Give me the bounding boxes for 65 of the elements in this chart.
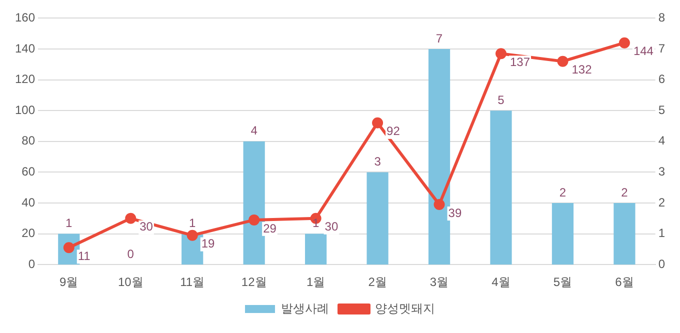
point [186,230,198,241]
point [618,37,630,48]
bar [428,49,450,265]
x-tick-label: 10월 [118,275,144,290]
data-label: 0 [127,246,134,261]
x-tick-label: 1월 [306,275,326,290]
y2-tick-label: 2 [658,195,666,210]
y-tick-label: 40 [22,195,36,210]
y-tick-label: 20 [22,226,36,240]
y2-tick-label: 7 [658,41,666,56]
x-tick-label: 6월 [615,275,634,290]
data-label: 19 [201,236,216,251]
y2-tick-label: 4 [658,134,666,148]
data-label: 2 [559,185,566,200]
y-tick-label: 160 [14,10,36,25]
data-label: 7 [436,31,443,46]
point [248,214,260,226]
bar [614,203,636,265]
y2-tick-label: 6 [658,72,666,86]
y2-tick-label: 1 [658,226,666,240]
data-label: 30 [324,220,338,234]
point [496,48,506,60]
data-label: 132 [572,62,592,77]
x-tick-label: 4월 [492,275,510,290]
y-tick-label: 140 [14,41,36,56]
data-label: 2 [621,185,628,200]
data-label: 1 [312,216,320,230]
point [125,212,136,224]
y2-tick-label: 3 [658,164,666,179]
data-label: 1 [66,216,73,230]
y-tick-label: 100 [14,102,36,117]
data-label: 4 [250,124,258,138]
x-tick-label: 2월 [368,275,387,290]
data-label: 29 [263,221,277,236]
data-label: 137 [510,54,530,69]
point [434,199,445,210]
legend-label: 발생사례 [281,301,329,316]
x-tick-label: 5월 [553,275,572,290]
x-tick-label: 12월 [241,275,267,290]
data-label: 30 [140,220,154,234]
x-tick-label: 11월 [180,275,205,290]
legend-label: 양성멧돼지 [375,301,435,316]
y2-tick-label: 0 [658,256,666,271]
x-tick-label: 3월 [430,275,449,290]
y-tick-label: 120 [14,72,36,86]
y-tick-label: 60 [22,164,36,179]
data-label: 144 [633,44,654,58]
bar [552,203,574,265]
data-label: 1 [189,216,196,230]
data-label: 11 [78,248,91,263]
data-label: 3 [374,154,382,169]
y-tick-label: 0 [28,256,36,271]
data-label: 92 [386,124,400,138]
y-tick-label: 80 [22,134,36,148]
bar [305,234,327,265]
data-label: 5 [498,92,505,107]
point [372,117,384,128]
bar [366,172,388,265]
x-tick-label: 9월 [60,275,78,290]
bar [243,141,265,265]
y2-tick-label: 8 [658,10,666,25]
data-label: 39 [448,206,462,220]
point [557,56,568,67]
bar [490,110,512,265]
y2-tick-label: 5 [658,102,666,117]
